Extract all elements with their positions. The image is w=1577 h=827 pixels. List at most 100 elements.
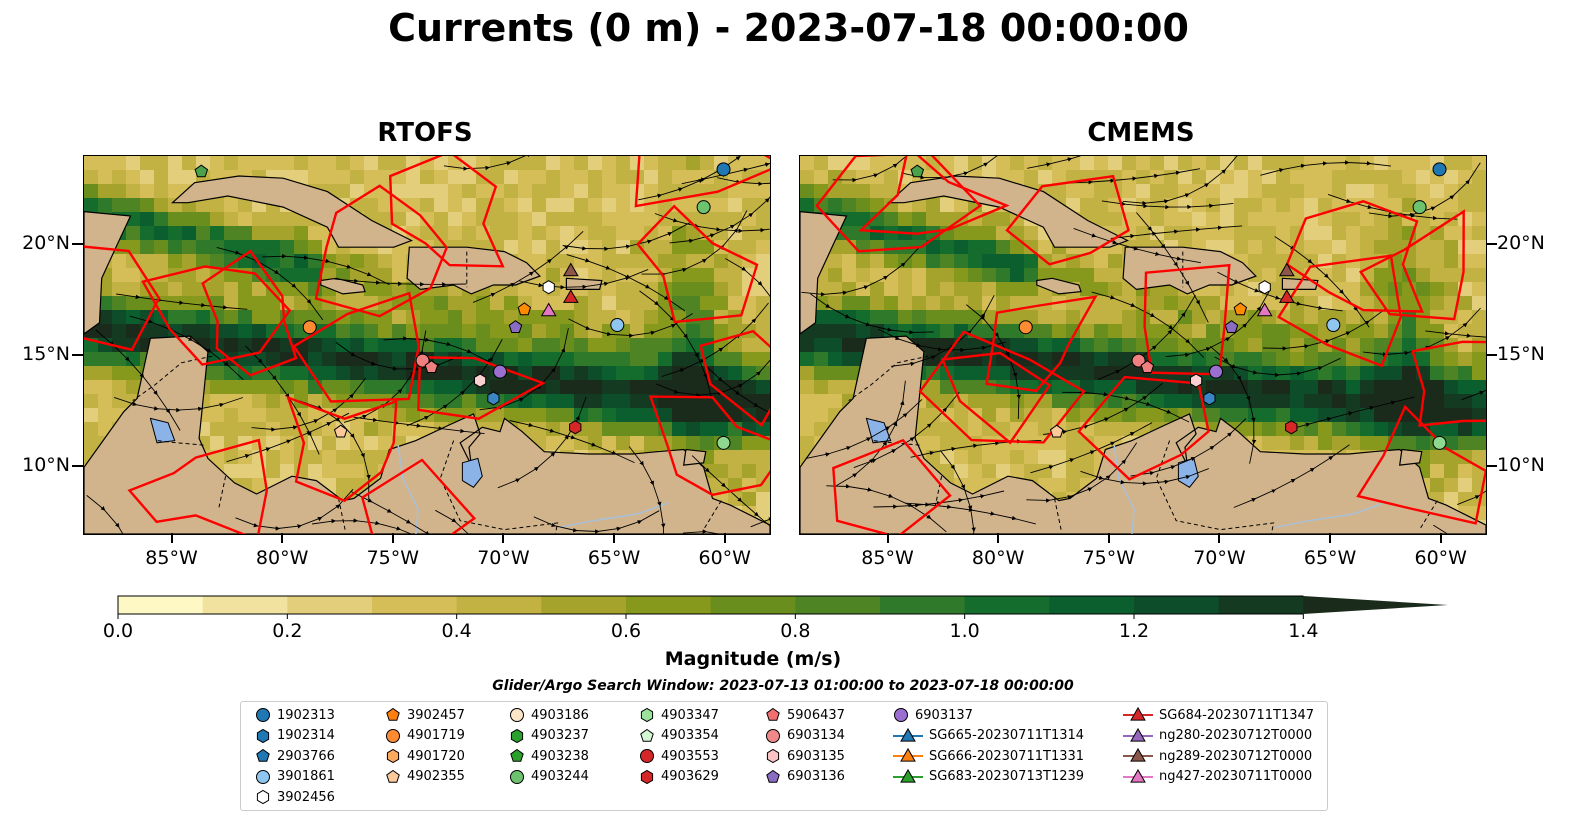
region-boundary — [918, 330, 1086, 444]
legend-hexagon-icon — [256, 728, 270, 743]
legend-triangle-icon — [1130, 768, 1146, 783]
legend-triangle-icon — [900, 768, 916, 783]
y-tick-mark — [1486, 242, 1497, 245]
streamline — [628, 446, 666, 534]
region-boundary — [286, 395, 398, 503]
legend-label: 4903244 — [531, 769, 589, 784]
legend-item-4903629: 4903629 — [639, 767, 719, 787]
streamline — [1461, 348, 1486, 401]
legend-pentagon-icon — [386, 769, 400, 783]
streamline — [562, 222, 690, 252]
region-boundary — [388, 156, 505, 268]
land-jamaica — [320, 277, 366, 295]
panel-title-cmems: CMEMS — [1087, 118, 1195, 148]
colorbar-tick-label: 1.4 — [1288, 620, 1318, 642]
lake-maracaibo — [461, 457, 483, 488]
colorbar-segment — [541, 596, 627, 614]
obs-4903244 — [1412, 200, 1427, 215]
region-boundary — [815, 156, 983, 253]
obs-4902355 — [1049, 424, 1064, 438]
legend-triangle-icon — [1130, 727, 1146, 742]
legend-label: 4903629 — [661, 769, 719, 784]
legend-label: 3902456 — [277, 789, 335, 805]
obs-6903135 — [474, 373, 487, 388]
map-panel-cmems[interactable] — [799, 155, 1487, 535]
legend-circle-icon — [766, 728, 780, 743]
colorbar-tick-label: 1.2 — [1119, 620, 1149, 642]
country-border-3 — [1054, 498, 1062, 530]
streamline — [1286, 396, 1415, 431]
legend-label: 3902457 — [407, 707, 465, 723]
region-boundaries — [815, 156, 1486, 534]
colorbar-tick-label: 0.0 — [103, 620, 133, 642]
obs-2903766 — [194, 164, 209, 178]
map-panel-rtofs[interactable] — [83, 155, 771, 535]
legend-marker-icon — [256, 748, 270, 762]
legend-triangle-icon — [900, 727, 916, 742]
streamline — [682, 529, 770, 534]
legend-marker-icon — [256, 769, 270, 784]
colorbar-segment — [880, 596, 966, 614]
land-puertorico — [565, 277, 603, 290]
x-tick-label: 60°W — [698, 547, 751, 569]
obs-ng427-20230711t0000 — [540, 302, 557, 317]
map-svg — [800, 156, 1486, 534]
obs-6903134 — [1131, 353, 1146, 368]
legend-circle-icon — [386, 728, 400, 743]
land-jamaica — [1036, 277, 1082, 295]
obs-6903134 — [415, 353, 430, 368]
legend-hexagon-icon — [766, 748, 780, 764]
streamline — [566, 254, 686, 312]
colorbar-segment — [456, 596, 542, 614]
obs-3901861 — [1326, 317, 1341, 332]
legend-item-sg683-20230713t1239: SG683-20230713T1239 — [893, 767, 1084, 787]
region-boundary — [832, 438, 952, 534]
legend-marker-icon — [893, 768, 923, 783]
streamline — [353, 416, 485, 435]
legend-hexagon-icon — [640, 769, 654, 784]
legend-marker-icon — [766, 748, 780, 764]
legend-item-4903238: 4903238 — [509, 746, 589, 766]
y-tick-label-left: 15°N — [22, 343, 70, 366]
legend-item-3902457: 3902457 — [385, 705, 465, 725]
streamline — [1091, 291, 1205, 358]
legend-item-4903186: 4903186 — [509, 705, 589, 725]
x-tick-mark — [1107, 533, 1110, 543]
colorbar-segment — [287, 596, 373, 614]
legend-marker-icon — [640, 728, 654, 742]
colorbar-segment — [202, 596, 288, 614]
y-tick-label-left: 10°N — [22, 454, 70, 477]
streamline — [251, 377, 367, 432]
legend-item-6903136: 6903136 — [765, 767, 845, 787]
obs-1902314 — [487, 391, 500, 406]
obs-6903137 — [493, 364, 508, 379]
region-boundary — [417, 356, 546, 420]
land-trinidad — [682, 448, 707, 466]
streamline — [497, 396, 587, 489]
colorbar-segment — [372, 596, 458, 614]
obs-4903354 — [1432, 435, 1447, 450]
y-tick-label-left: 20°N — [22, 231, 70, 254]
legend-item-4903237: 4903237 — [509, 726, 589, 746]
streamline — [568, 313, 693, 338]
x-tick-label: 85°W — [861, 547, 914, 569]
x-tick-mark — [502, 533, 505, 543]
obs-3902456 — [1258, 280, 1271, 295]
region-boundary — [648, 395, 770, 497]
legend-marker-icon — [386, 748, 400, 764]
streamline — [312, 518, 422, 534]
region-boundary — [1005, 174, 1130, 266]
legend-label: 4903553 — [661, 748, 719, 764]
legend-triangle-icon — [900, 747, 916, 762]
legend-label: 4903238 — [531, 748, 589, 764]
region-boundary — [858, 156, 1010, 235]
legend-triangle-icon — [1130, 706, 1146, 721]
legend-item-3902456: 3902456 — [255, 787, 335, 807]
region-boundary — [360, 458, 477, 534]
region-boundary — [314, 184, 449, 318]
legend-label: SG684-20230711T1347 — [1159, 707, 1315, 723]
x-tick-mark — [1218, 533, 1221, 543]
legend-marker-icon — [510, 728, 524, 743]
legend-marker-icon — [386, 728, 400, 743]
streamline — [129, 315, 244, 381]
